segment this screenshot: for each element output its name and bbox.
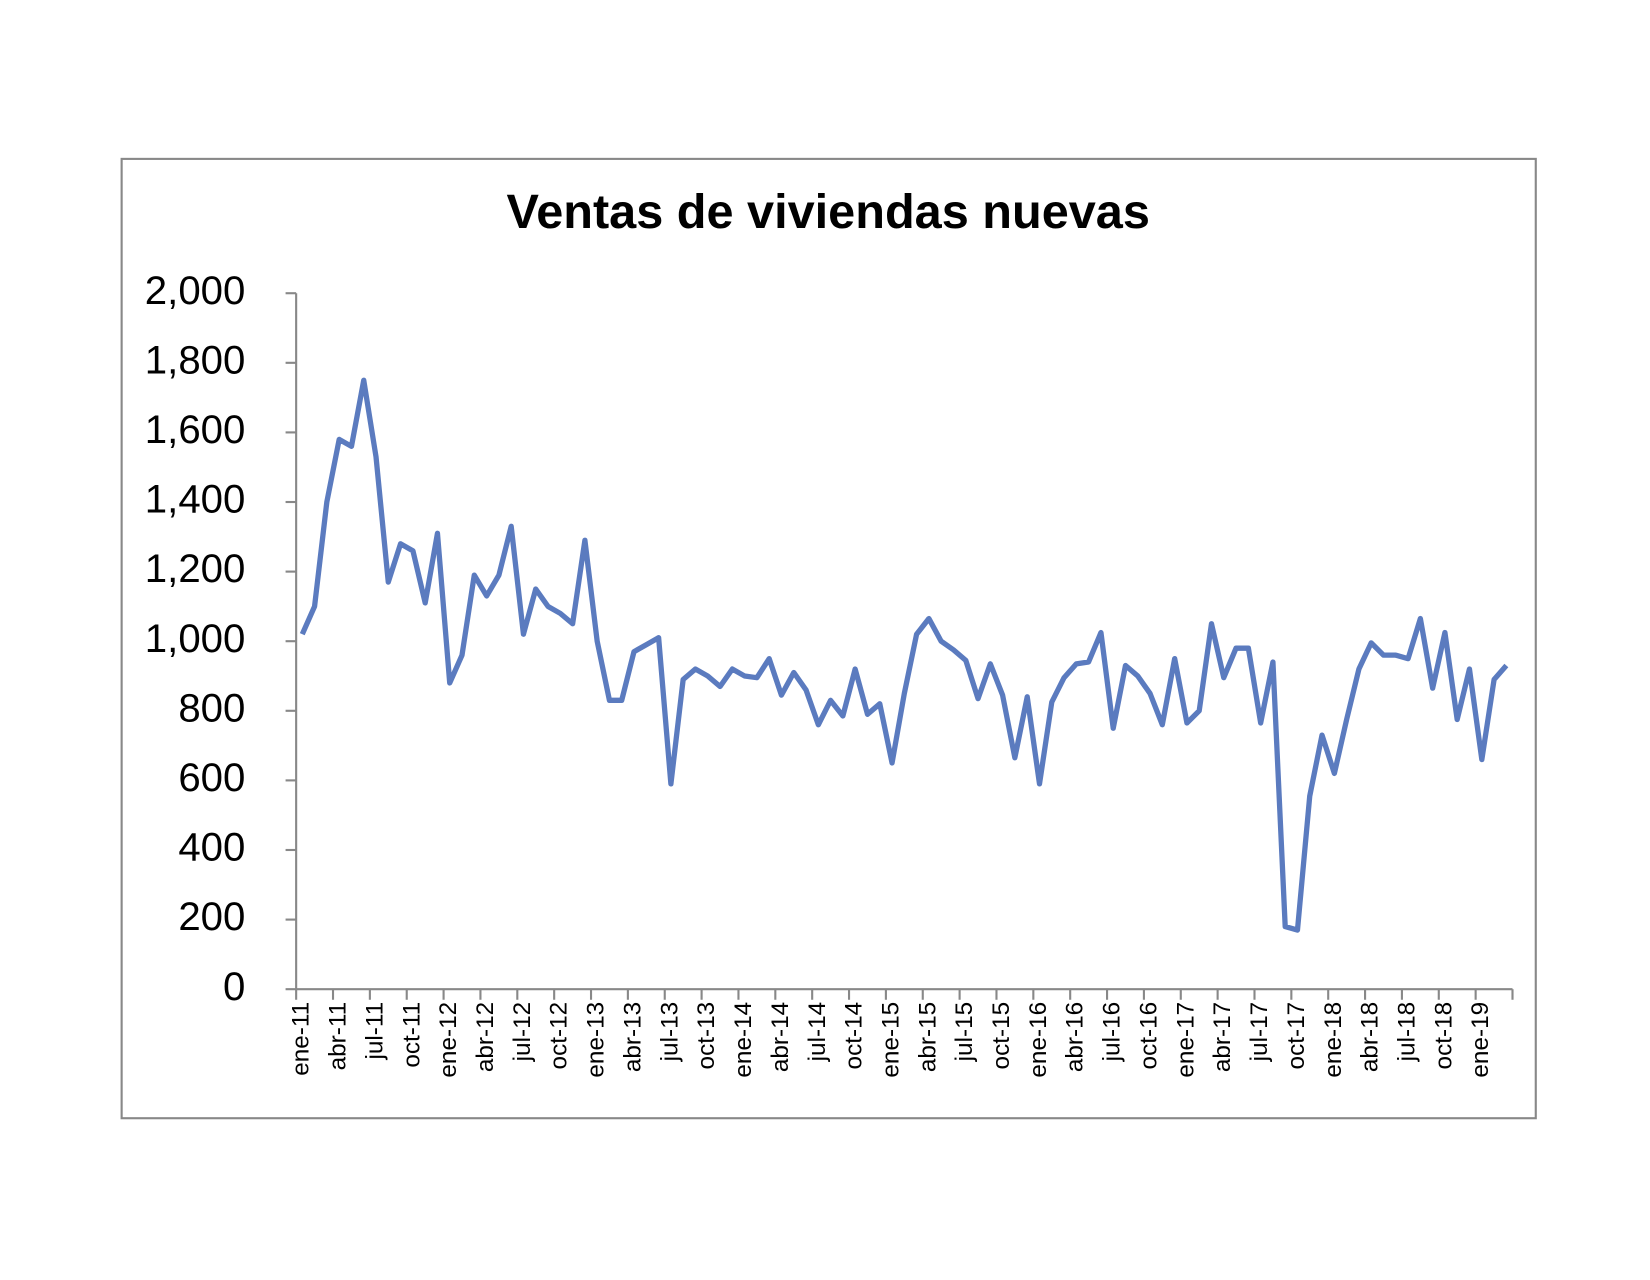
x-tick-label: abr-13 [619, 1002, 646, 1072]
chart-title: Ventas de viviendas nuevas [506, 185, 1149, 239]
y-tick-label: 1,200 [145, 546, 246, 591]
y-tick-label: 1,600 [145, 407, 246, 452]
chart-frame [120, 157, 1537, 1120]
x-tick-label: oct-13 [693, 1002, 720, 1070]
y-tick-label: 2,000 [145, 268, 246, 313]
x-tick-label: jul-16 [1099, 1002, 1126, 1062]
x-tick-label: oct-16 [1135, 1002, 1162, 1070]
x-tick-label: ene-14 [730, 1002, 757, 1078]
y-tick-label: 800 [178, 685, 245, 730]
x-tick-label: oct-15 [988, 1002, 1015, 1070]
x-tick-label: jul-13 [656, 1002, 683, 1062]
x-tick-label: jul-11 [361, 1002, 388, 1061]
x-tick-label: jul-12 [509, 1002, 536, 1062]
x-tick-label: oct-17 [1283, 1002, 1310, 1070]
y-tick-label: 1,400 [145, 477, 246, 522]
y-tick-label: 600 [178, 755, 245, 800]
x-tick-label: abr-11 [325, 1002, 352, 1070]
x-tick-label: abr-15 [914, 1002, 941, 1072]
y-tick-label: 200 [178, 894, 245, 939]
x-tick-label: abr-17 [1209, 1002, 1236, 1072]
x-tick-label: ene-19 [1467, 1002, 1494, 1078]
x-tick-label: ene-17 [1172, 1002, 1199, 1078]
x-tick-label: oct-18 [1430, 1002, 1457, 1070]
y-tick-label: 1,000 [145, 616, 246, 661]
x-tick-label: ene-15 [877, 1002, 904, 1078]
x-tick-label: jul-14 [804, 1002, 831, 1062]
x-tick-label: oct-12 [546, 1002, 573, 1070]
x-tick-label: ene-13 [583, 1002, 610, 1078]
x-tick-label: ene-12 [435, 1002, 462, 1078]
x-tick-label: abr-14 [767, 1002, 794, 1072]
x-tick-label: jul-18 [1394, 1002, 1421, 1062]
x-tick-label: abr-18 [1357, 1002, 1384, 1072]
x-tick-label: ene-16 [1025, 1002, 1052, 1078]
y-tick-label: 400 [178, 825, 245, 870]
x-tick-label: ene-11 [288, 1002, 315, 1076]
x-tick-label: abr-16 [1062, 1002, 1089, 1072]
x-tick-label: jul-15 [951, 1002, 978, 1062]
x-tick-label: oct-14 [841, 1002, 868, 1070]
x-tick-label: abr-12 [472, 1002, 499, 1072]
y-tick-label: 1,800 [145, 337, 246, 382]
x-tick-label: ene-18 [1320, 1002, 1347, 1078]
x-tick-label: jul-17 [1246, 1002, 1273, 1062]
y-tick-label: 0 [223, 964, 245, 1009]
data-line [299, 377, 1509, 933]
x-tick-label: oct-11 [398, 1002, 425, 1068]
